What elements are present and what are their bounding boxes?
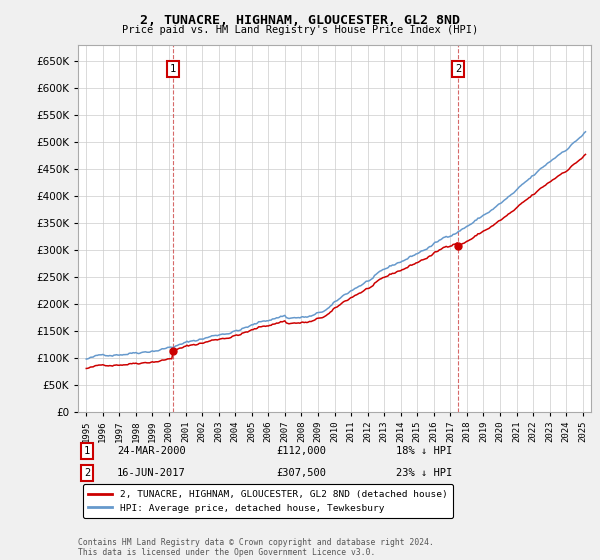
Text: 16-JUN-2017: 16-JUN-2017 [117,468,186,478]
Text: £307,500: £307,500 [276,468,326,478]
Text: 23% ↓ HPI: 23% ↓ HPI [396,468,452,478]
Text: Contains HM Land Registry data © Crown copyright and database right 2024.
This d: Contains HM Land Registry data © Crown c… [78,538,434,557]
Text: 18% ↓ HPI: 18% ↓ HPI [396,446,452,456]
Text: 1: 1 [170,64,176,74]
Text: 2, TUNACRE, HIGHNAM, GLOUCESTER, GL2 8ND: 2, TUNACRE, HIGHNAM, GLOUCESTER, GL2 8ND [140,14,460,27]
Text: £112,000: £112,000 [276,446,326,456]
Text: 1: 1 [84,446,90,456]
Text: 2: 2 [455,64,461,74]
Legend: 2, TUNACRE, HIGHNAM, GLOUCESTER, GL2 8ND (detached house), HPI: Average price, d: 2, TUNACRE, HIGHNAM, GLOUCESTER, GL2 8ND… [83,484,453,518]
Text: 24-MAR-2000: 24-MAR-2000 [117,446,186,456]
Text: Price paid vs. HM Land Registry's House Price Index (HPI): Price paid vs. HM Land Registry's House … [122,25,478,35]
Text: 2: 2 [84,468,90,478]
